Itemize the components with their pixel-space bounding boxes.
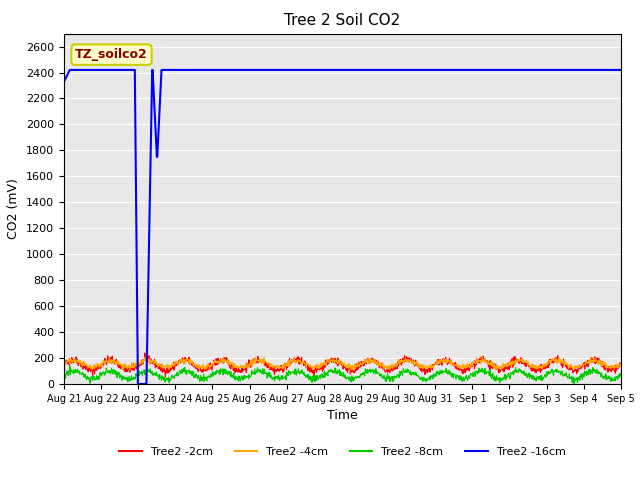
Tree2 -4cm [184,356,191,362]
Tree2 -16cm [185,67,193,73]
Line: Tree2 -4cm: Tree2 -4cm [64,357,621,370]
Tree2 -16cm [552,67,559,73]
Line: Tree2 -2cm: Tree2 -2cm [64,353,621,377]
Tree2 -8cm [184,368,192,374]
Tree2 -2cm [552,355,559,361]
Tree2 -4cm [617,361,625,367]
Tree2 -16cm [502,67,510,73]
Tree2 -8cm [171,373,179,379]
Tree2 -4cm [502,361,510,367]
Text: TZ_soilco2: TZ_soilco2 [75,48,148,61]
Tree2 -2cm [429,361,437,367]
Tree2 -8cm [617,372,625,378]
Tree2 -16cm [247,67,255,73]
Tree2 -2cm [141,350,148,356]
Tree2 -16cm [172,67,179,73]
Tree2 -4cm [429,362,437,368]
Tree2 -2cm [617,361,625,367]
X-axis label: Time: Time [327,409,358,422]
Tree2 -4cm [552,359,559,365]
Tree2 -8cm [66,363,74,369]
Line: Tree2 -8cm: Tree2 -8cm [64,366,621,384]
Tree2 -16cm [60,79,68,84]
Y-axis label: CO2 (mV): CO2 (mV) [8,179,20,239]
Tree2 -8cm [502,377,509,383]
Tree2 -8cm [570,381,578,386]
Tree2 -16cm [66,67,74,73]
Tree2 -8cm [551,368,559,373]
Tree2 -16cm [134,381,141,387]
Tree2 -2cm [502,365,510,371]
Tree2 -16cm [617,67,625,73]
Tree2 -4cm [479,354,486,360]
Tree2 -4cm [246,360,254,365]
Tree2 -2cm [172,361,179,367]
Tree2 -4cm [170,360,178,366]
Tree2 -2cm [60,361,68,367]
Tree2 -2cm [161,374,169,380]
Tree2 -8cm [60,375,68,381]
Tree2 -16cm [429,67,437,73]
Tree2 -2cm [185,360,193,366]
Title: Tree 2 Soil CO2: Tree 2 Soil CO2 [284,13,401,28]
Tree2 -4cm [60,360,68,366]
Legend: Tree2 -2cm, Tree2 -4cm, Tree2 -8cm, Tree2 -16cm: Tree2 -2cm, Tree2 -4cm, Tree2 -8cm, Tree… [115,442,570,461]
Tree2 -8cm [246,374,254,380]
Line: Tree2 -16cm: Tree2 -16cm [64,70,621,384]
Tree2 -4cm [348,367,356,373]
Tree2 -8cm [429,375,437,381]
Tree2 -2cm [247,361,255,367]
